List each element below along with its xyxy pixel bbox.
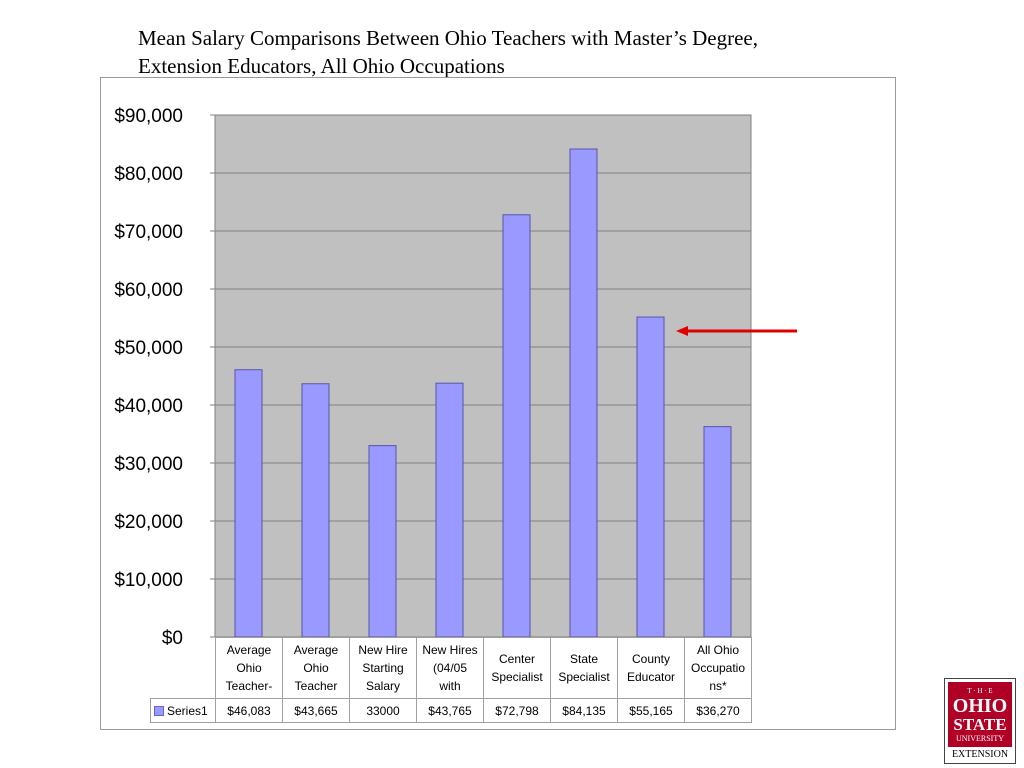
value-label-5: $72,798 [483,698,551,723]
y-tick-label-60000: $60,000 [114,280,183,301]
bar-5 [502,214,531,638]
category-label-7-line-2: Educator [626,670,676,684]
logo-text-the: T · H · E [967,687,992,695]
category-label-8: All Ohio Occupatio ns* [684,637,752,699]
category-label-6: State Specialist [550,637,618,699]
category-label-1-line-1: Average [226,643,272,657]
category-label-8-line-2: Occupatio [690,661,746,675]
category-label-7-line-1: County [631,652,671,666]
category-label-6-line-2: Specialist [558,670,610,684]
y-tick-label-40000: $40,000 [114,396,183,417]
category-label-1-line-3: Teacher- [225,679,273,693]
value-label-3: 33000 [349,698,417,723]
value-label-8: $36,270 [684,698,752,723]
logo-red-block: T · H · E OHIO STATE UNIVERSITY [948,682,1012,747]
y-tick-label-50000: $50,000 [114,338,183,359]
legend-key-swatch [154,705,164,716]
highlight-arrow-head [676,326,688,337]
category-label-3-line-1: New Hire [358,643,408,657]
category-label-2-line-2: Ohio [303,661,329,675]
category-label-8-line-1: All Ohio [696,643,740,657]
category-label-1-line-2: Ohio [236,661,262,675]
value-label-6: $84,135 [550,698,618,723]
y-tick-label-30000: $30,000 [114,454,183,475]
value-label-7: $55,165 [617,698,685,723]
bar-8 [703,426,732,638]
logo-lettering: T · H · E OHIO STATE UNIVERSITY [953,687,1007,743]
logo-text-extension: EXTENSION [951,749,1009,760]
y-tick-label-0: $0 [162,628,183,649]
category-label-5-line-2: Specialist [491,670,543,684]
category-label-3: New Hire Starting Salary [349,637,417,699]
bar-3 [368,445,397,638]
logo-text-state: STATE [953,715,1006,734]
value-label-4: $43,765 [416,698,484,723]
category-label-7: County Educator [617,637,685,699]
data-table-corner [151,638,216,699]
category-label-6-line-1: State [569,652,599,666]
y-tick-label-90000: $90,000 [114,106,183,127]
category-label-3-line-3: Salary [365,679,400,693]
legend-label: Series1 [167,703,208,718]
data-table-value-row: Series1 $46,083 $43,665 33000 $43,765 $72,79… [150,698,752,723]
bar-7 [636,316,665,638]
category-label-4-line-3: with [439,679,461,693]
plot-area [214,114,752,638]
category-label-2: Average Ohio Teacher [282,637,350,699]
category-label-3-line-2: Starting [362,661,404,675]
chart-title-line-2: Extension Educators, All Ohio Occupation… [138,54,505,78]
legend-entry-series1: Series1 [150,698,216,723]
bar-1 [234,369,263,638]
category-label-4: New Hires (04/05 with [416,637,484,699]
chart-data-table: Average Ohio Teacher- Average Ohio Teacher New… [150,637,752,723]
chart-title: Mean Salary Comparisons Between Ohio Tea… [138,24,898,80]
category-label-1: Average Ohio Teacher- [215,637,283,699]
value-label-1: $46,083 [215,698,283,723]
category-label-4-line-2: (04/05 [432,661,468,675]
y-tick-label-10000: $10,000 [114,570,183,591]
logo-text-ohio: OHIO [953,695,1007,717]
chart-title-line-1: Mean Salary Comparisons Between Ohio Tea… [138,26,759,50]
value-label-2: $43,665 [282,698,350,723]
data-table-category-row: Average Ohio Teacher- Average Ohio Teacher New… [151,637,752,699]
logo-text-university: UNIVERSITY [956,734,1004,743]
y-tick-label-80000: $80,000 [114,164,183,185]
ohio-state-extension-logo: T · H · E OHIO STATE UNIVERSITY EXTENSIO… [944,678,1016,764]
bar-2 [301,383,330,638]
category-label-5-line-1: Center [498,652,536,666]
y-tick-label-70000: $70,000 [114,222,183,243]
bar-6 [569,148,598,638]
category-label-2-line-3: Teacher [294,679,338,693]
y-tick-label-20000: $20,000 [114,512,183,533]
category-label-4-line-1: New Hires [422,643,478,657]
category-label-5: Center Specialist [483,637,551,699]
category-label-8-line-3: ns* [709,679,727,693]
category-label-2-line-1: Average [293,643,339,657]
bar-4 [435,382,464,638]
